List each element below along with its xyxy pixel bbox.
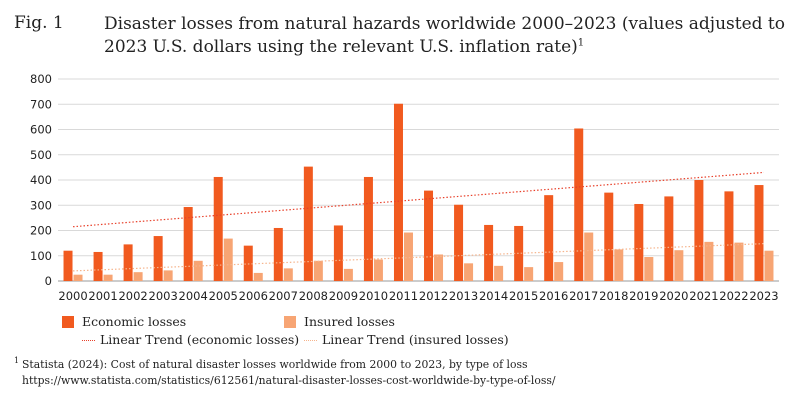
- legend-trend-insured-line: [304, 340, 317, 341]
- bar-insured: [704, 241, 714, 281]
- bar-insured: [373, 259, 383, 281]
- bar-insured: [253, 272, 263, 281]
- chart-title: Disaster losses from natural hazards wor…: [104, 13, 794, 59]
- legend-economic-swatch: [62, 316, 74, 328]
- legend-trend-economic-line: [82, 340, 95, 341]
- x-tick-label: 2021: [689, 289, 718, 303]
- bar-insured: [193, 260, 203, 281]
- x-tick-label: 2018: [599, 289, 628, 303]
- x-tick-label: 2013: [449, 289, 478, 303]
- y-tick-label: 800: [30, 72, 52, 86]
- bar-insured: [343, 268, 353, 281]
- bar-economic: [243, 245, 253, 281]
- bar-economic: [574, 128, 584, 281]
- y-tick-label: 500: [30, 148, 52, 162]
- footnote-text: Statista (2024): Cost of natural disaste…: [22, 358, 556, 387]
- bar-economic: [123, 244, 133, 281]
- y-tick-label: 0: [45, 274, 52, 288]
- x-tick-label: 2009: [329, 289, 358, 303]
- bar-insured: [524, 267, 534, 281]
- bar-insured: [644, 257, 654, 281]
- y-tick-label: 100: [30, 249, 52, 263]
- x-tick-label: 2017: [569, 289, 598, 303]
- bar-economic: [363, 176, 373, 281]
- title-footnote-marker: 1: [577, 37, 585, 49]
- bar-insured: [764, 250, 774, 281]
- bar-insured: [464, 263, 474, 281]
- chart-title-text: Disaster losses from natural hazards wor…: [104, 14, 785, 57]
- x-tick-label: 2001: [88, 289, 117, 303]
- bar-insured: [163, 270, 173, 281]
- bar-economic: [484, 224, 494, 281]
- bar-insured: [223, 238, 233, 281]
- bar-economic: [544, 195, 554, 281]
- x-tick-label: 2020: [659, 289, 688, 303]
- x-tick-label: 2010: [359, 289, 388, 303]
- bar-insured: [133, 272, 143, 281]
- bar-economic: [273, 227, 283, 281]
- bar-economic: [213, 176, 223, 281]
- bar-insured: [614, 249, 624, 281]
- x-tick-label: 2022: [719, 289, 748, 303]
- bar-economic: [454, 204, 464, 281]
- x-tick-label: 2019: [629, 289, 658, 303]
- x-tick-label: 2003: [149, 289, 178, 303]
- x-tick-label: 2004: [179, 289, 208, 303]
- bar-insured: [103, 274, 113, 281]
- bar-insured: [283, 268, 293, 281]
- bar-insured: [494, 265, 504, 281]
- x-tick-label: 2002: [118, 289, 147, 303]
- bar-economic: [93, 251, 103, 281]
- bar-insured: [434, 254, 444, 281]
- x-tick-label: 2014: [479, 289, 508, 303]
- bar-insured: [313, 260, 323, 281]
- bar-economic: [303, 166, 313, 281]
- y-tick-label: 300: [30, 198, 52, 212]
- footnote-marker: 1: [14, 356, 20, 365]
- bar-economic: [634, 203, 644, 281]
- legend-trend-economic-label: Linear Trend (economic losses): [100, 332, 300, 347]
- x-tick-label: 2005: [209, 289, 238, 303]
- bar-economic: [183, 207, 193, 281]
- trend-line-insured: [72, 243, 765, 272]
- bar-economic: [424, 190, 434, 281]
- y-tick-label: 600: [30, 123, 52, 137]
- bar-economic: [694, 180, 704, 281]
- bar-economic: [333, 225, 343, 281]
- legend-insured-label: Insured losses: [304, 314, 395, 329]
- x-tick-label: 2015: [509, 289, 538, 303]
- x-tick-label: 2006: [239, 289, 268, 303]
- x-tick-label: 2016: [539, 289, 568, 303]
- bar-insured: [403, 232, 413, 281]
- bar-economic: [63, 250, 73, 281]
- legend-insured-swatch: [284, 316, 296, 328]
- x-tick-label: 2000: [58, 289, 87, 303]
- legend-trend-insured-label: Linear Trend (insured losses): [322, 332, 509, 347]
- legend-economic-label: Economic losses: [82, 314, 187, 329]
- bar-insured: [73, 274, 83, 281]
- bar-insured: [674, 250, 684, 281]
- bar-economic: [153, 236, 163, 281]
- x-tick-label: 2008: [299, 289, 328, 303]
- x-tick-label: 2007: [269, 289, 298, 303]
- bar-insured: [584, 232, 594, 281]
- bar-insured: [734, 242, 744, 281]
- y-tick-label: 200: [30, 224, 52, 238]
- bar-insured: [554, 262, 564, 281]
- bar-economic: [754, 185, 764, 281]
- x-tick-label: 2011: [389, 289, 418, 303]
- y-tick-label: 700: [30, 97, 52, 111]
- x-tick-label: 2023: [749, 289, 778, 303]
- bar-economic: [724, 191, 734, 281]
- x-tick-label: 2012: [419, 289, 448, 303]
- bar-economic: [604, 192, 614, 281]
- bar-economic: [393, 103, 403, 282]
- trend-line-economic: [72, 171, 765, 228]
- bar-economic: [664, 196, 674, 281]
- footnote: 1 Statista (2024): Cost of natural disas…: [14, 356, 782, 389]
- figure-number: Fig. 1: [14, 13, 64, 33]
- y-tick-label: 400: [30, 173, 52, 187]
